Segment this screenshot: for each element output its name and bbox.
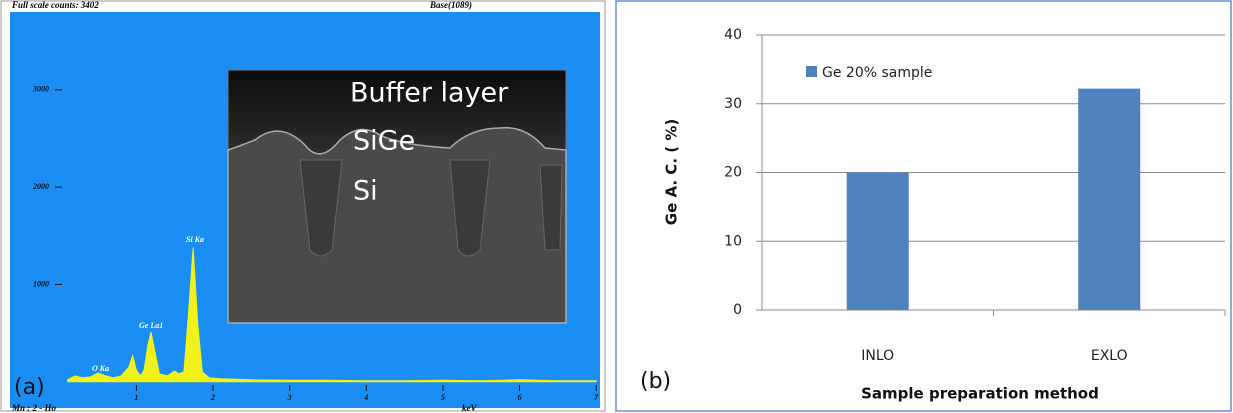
peak-label: Ge La1 [139,321,163,330]
peak-label: O Ka [92,364,109,373]
y-tick-label: 40 [724,27,742,43]
x-tick-label: 5 [441,393,445,402]
x-unit: keV [462,403,477,413]
y-tick-label: 30 [724,96,742,112]
bar [847,173,909,311]
y-tick-label: 1000 [33,279,49,288]
x-tick-label: INLO [861,348,894,364]
inset-label: SiGe [353,126,415,157]
figure: Full scale counts: 3402 Base(1089) Mn : … [0,0,1233,413]
inset-label: Si [353,176,378,207]
x-tick-label: 1 [134,393,138,402]
peak-label: Si Ka [186,235,204,244]
panel-label: (b) [640,369,671,394]
inset-label: Buffer layer [350,78,509,109]
header-left: Full scale counts: 3402 [11,0,99,10]
x-tick-label: 3 [287,393,292,402]
bar [1078,89,1140,310]
inset-image: Buffer layer SiGe Si [228,70,566,323]
legend-swatch [806,66,817,77]
panel-label: (a) [14,375,45,400]
x-tick-label: 4 [363,393,368,402]
y-tick-label: 10 [724,233,742,249]
y-tick-label: 2000 [32,182,49,191]
x-axis-title: Sample preparation method [861,385,1099,403]
y-axis-title: Ge A. C. ( %) [663,119,681,225]
x-tick-label: EXLO [1091,348,1128,364]
y-tick-label: 20 [724,165,742,181]
legend-label: Ge 20% sample [822,65,932,81]
x-tick-label: 6 [518,393,522,402]
footer-left: Mn : 2 - Ho [11,403,57,413]
y-tick-label: 3000 [32,85,49,94]
x-tick-label: 2 [210,393,215,402]
y-tick-label: 0 [733,302,742,318]
header-right: Base(1089) [429,0,472,10]
